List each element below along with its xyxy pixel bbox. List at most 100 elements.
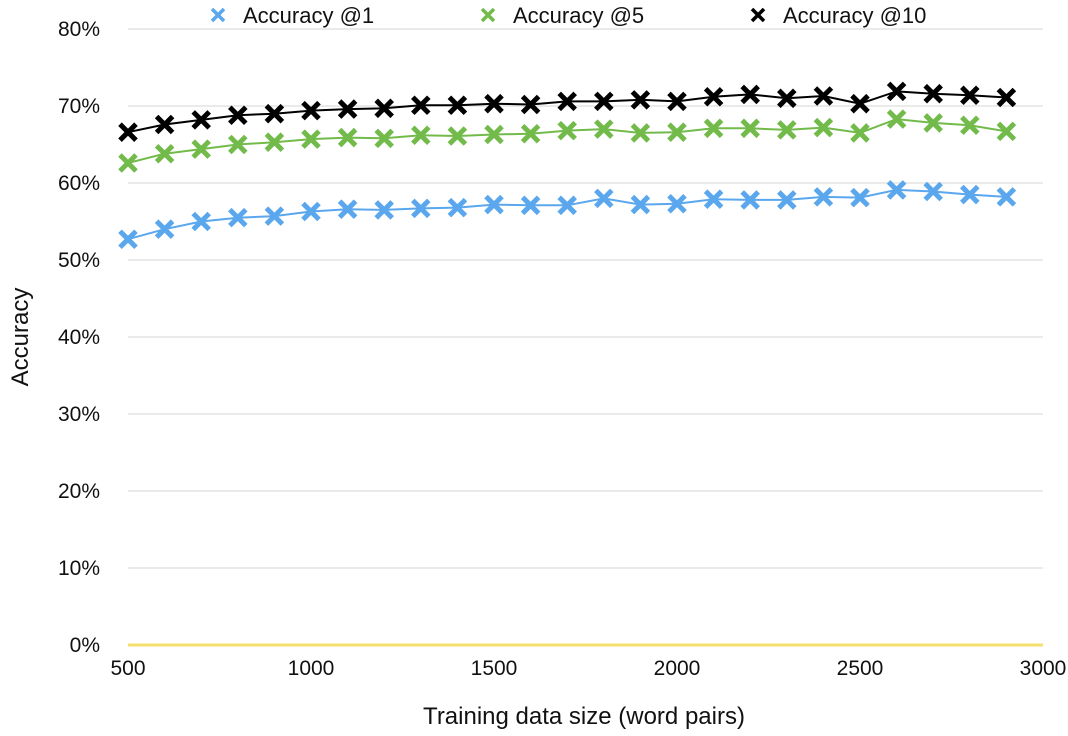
data-point: [886, 81, 907, 102]
data-point: [411, 198, 431, 219]
data-point: [850, 93, 870, 114]
data-point: [228, 134, 248, 155]
y-tick-label: 70%: [58, 95, 100, 118]
x-axis-title: Training data size (word pairs): [423, 703, 745, 730]
data-point: [630, 194, 651, 215]
data-point: [667, 194, 687, 214]
data-point: [740, 190, 760, 210]
data-point: [191, 110, 211, 130]
data-point: [301, 100, 321, 121]
data-point: [374, 128, 394, 149]
series-1: [118, 180, 1017, 249]
data-point: [667, 122, 687, 142]
data-point: [557, 120, 577, 141]
legend-item: Accuracy @5: [480, 3, 644, 28]
y-tick-label: 10%: [58, 557, 100, 580]
data-point: [960, 184, 980, 205]
data-point: [667, 91, 687, 112]
data-point: [447, 95, 468, 115]
data-point: [447, 197, 468, 218]
x-tick-label: 500: [110, 657, 145, 680]
data-point: [886, 180, 907, 200]
series-layer: [118, 81, 1017, 249]
data-point: [703, 86, 724, 107]
series-line: [127, 118, 1007, 164]
data-point: [594, 91, 614, 112]
data-point: [264, 103, 285, 124]
data-point: [154, 219, 175, 239]
data-point: [374, 200, 394, 220]
data-point: [264, 132, 285, 152]
data-point: [777, 88, 797, 109]
data-point: [228, 105, 248, 126]
data-point: [484, 194, 504, 215]
data-point: [996, 87, 1017, 108]
x-tick-label: 3000: [1020, 657, 1067, 680]
series-2: [118, 109, 1017, 173]
legend-label: Accuracy @5: [513, 3, 644, 28]
data-point: [520, 195, 541, 216]
legend-marker-icon: [210, 7, 226, 23]
data-point: [557, 195, 577, 216]
data-point: [996, 187, 1017, 207]
y-tick-label: 20%: [58, 480, 100, 503]
data-point: [557, 91, 577, 112]
data-point: [337, 99, 358, 119]
data-point: [228, 207, 248, 228]
data-point: [337, 199, 358, 219]
data-point: [520, 94, 541, 115]
data-point: [630, 123, 651, 143]
data-point: [850, 123, 870, 143]
series-line: [127, 188, 1007, 241]
legend-item: Accuracy @10: [750, 3, 926, 28]
data-point: [301, 201, 321, 222]
y-tick-label: 0%: [70, 634, 100, 657]
data-point: [630, 90, 651, 110]
data-point: [447, 126, 468, 146]
data-point: [154, 114, 175, 135]
data-point: [484, 93, 504, 114]
data-point: [923, 181, 943, 202]
data-point: [740, 84, 760, 105]
data-point: [301, 129, 321, 149]
data-point: [850, 187, 870, 208]
x-tick-label: 1000: [288, 657, 335, 680]
data-point: [923, 113, 943, 133]
gridlines: [128, 28, 1043, 569]
data-point: [191, 139, 211, 159]
y-tick-label: 80%: [58, 18, 100, 41]
y-axis-title: Accuracy: [7, 288, 34, 387]
data-point: [411, 125, 431, 146]
data-point: [777, 190, 797, 210]
data-point: [374, 98, 394, 119]
x-tick-label: 2500: [837, 657, 884, 680]
data-point: [886, 109, 907, 129]
x-tick-label: 2000: [654, 657, 701, 680]
data-point: [264, 206, 285, 226]
data-point: [118, 153, 138, 173]
data-point: [777, 120, 797, 140]
legend-item: Accuracy @1: [210, 3, 374, 28]
y-tick-label: 40%: [58, 326, 100, 349]
data-point: [337, 127, 358, 148]
data-point: [154, 143, 175, 164]
data-point: [960, 115, 980, 136]
data-point: [813, 187, 834, 207]
x-tick-label: 1500: [471, 657, 518, 680]
data-point: [703, 118, 724, 139]
data-point: [594, 119, 614, 139]
legend-label: Accuracy @1: [243, 3, 374, 28]
data-point: [118, 229, 138, 249]
y-axis-ticks: 0% 10% 20% 30% 40% 50% 60% 70% 80%: [58, 18, 100, 657]
legend-label: Accuracy @10: [783, 3, 926, 28]
data-point: [411, 95, 431, 115]
y-tick-label: 50%: [58, 249, 100, 272]
data-point: [520, 123, 541, 144]
data-point: [740, 118, 760, 139]
data-point: [484, 124, 504, 145]
data-point: [118, 122, 138, 142]
y-tick-label: 30%: [58, 403, 100, 426]
data-point: [813, 86, 834, 106]
